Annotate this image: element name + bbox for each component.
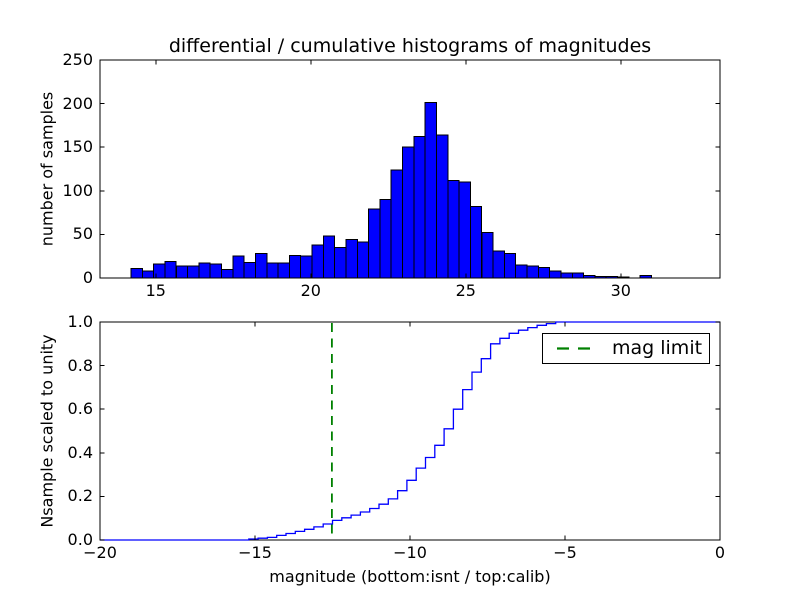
- histogram-bar: [277, 262, 290, 279]
- histogram-bar: [266, 262, 279, 279]
- histogram-bar: [481, 232, 494, 279]
- histogram-bar: [198, 262, 211, 279]
- top-ytick-label: 250: [62, 50, 93, 69]
- histogram-bar: [617, 276, 630, 279]
- top-ytick-label: 200: [62, 93, 93, 113]
- bottom-ytick-label: 1.0: [67, 312, 93, 331]
- histogram-bar: [526, 265, 539, 279]
- histogram-bar: [447, 179, 460, 279]
- histogram-bar: [583, 274, 596, 279]
- histogram-bar: [334, 247, 347, 279]
- histogram-bar: [402, 146, 415, 279]
- histogram-bar: [469, 206, 483, 279]
- histogram-bar: [560, 272, 573, 279]
- histogram-bar: [255, 253, 268, 279]
- histogram-bar: [458, 181, 471, 279]
- bottom-ytick-label: 0.6: [67, 399, 93, 419]
- histogram-bar: [413, 136, 426, 279]
- histogram-bar: [130, 267, 143, 279]
- histogram-bar: [164, 260, 177, 279]
- legend-label: mag limit: [612, 337, 703, 359]
- bottom-ytick-label: 0.0: [67, 530, 93, 549]
- top-y-axis-label: number of samples: [37, 91, 57, 247]
- histogram-bar: [503, 253, 517, 279]
- bottom-ytick-label: 0.8: [67, 355, 93, 375]
- histogram-bar: [243, 261, 256, 279]
- bottom-xtick-label: −15: [238, 543, 272, 562]
- histogram-bar: [221, 268, 234, 279]
- top-xtick-label: 30: [610, 281, 631, 300]
- histogram-bar: [288, 254, 302, 279]
- x-axis-label: magnitude (bottom:isnt / top:calib): [269, 567, 551, 586]
- histogram-bars: [130, 102, 653, 279]
- top-ytick-label: 0: [82, 268, 93, 287]
- histogram-bar: [153, 263, 166, 279]
- top-ytick-label: 100: [62, 180, 93, 200]
- histogram-bar: [368, 208, 381, 279]
- figure-title: differential / cumulative histograms of …: [168, 35, 652, 57]
- legend-box: mag limit: [542, 333, 710, 364]
- histogram-bar: [424, 102, 438, 279]
- histogram-bar: [436, 134, 449, 279]
- histogram-bar: [356, 241, 370, 279]
- top-xtick-label: 20: [300, 281, 321, 300]
- histogram-bar: [594, 275, 607, 279]
- bottom-ytick-label: 0.2: [67, 486, 93, 506]
- histogram-bar: [492, 250, 505, 279]
- tick-marks: [99, 59, 721, 541]
- histogram-bar: [175, 265, 189, 279]
- histogram-bar: [549, 270, 562, 279]
- top-ytick-label: 150: [62, 137, 93, 157]
- top-xtick-label: 15: [145, 281, 166, 300]
- histogram-bar: [209, 263, 222, 279]
- top-ytick-label: 50: [72, 224, 93, 244]
- bottom-xtick-label: −5: [553, 543, 577, 562]
- legend-dashed-line-sample: [557, 347, 598, 350]
- histogram-bar: [537, 267, 551, 279]
- histogram-bar: [187, 265, 200, 279]
- bottom-xtick-label: −10: [393, 543, 427, 562]
- histogram-bar: [311, 244, 324, 279]
- histogram-bar: [390, 169, 404, 279]
- histogram-bar: [322, 235, 336, 279]
- histogram-bar: [571, 272, 585, 279]
- histogram-bar: [141, 270, 155, 279]
- bottom-xtick-label: 0: [714, 543, 726, 562]
- cumulative-step-line: [100, 321, 720, 541]
- bottom-ytick-label: 0.4: [67, 442, 93, 462]
- histogram-bar: [345, 239, 358, 279]
- histogram-bar: [379, 199, 392, 279]
- bottom-y-axis-label: Nsample scaled to unity: [37, 334, 57, 528]
- top-xtick-label: 25: [455, 281, 476, 300]
- histogram-bar: [605, 275, 619, 279]
- bottom-xtick-label: −20: [83, 543, 117, 562]
- histogram-bar: [515, 264, 528, 279]
- histogram-bar: [232, 255, 245, 279]
- histogram-bar: [639, 274, 653, 279]
